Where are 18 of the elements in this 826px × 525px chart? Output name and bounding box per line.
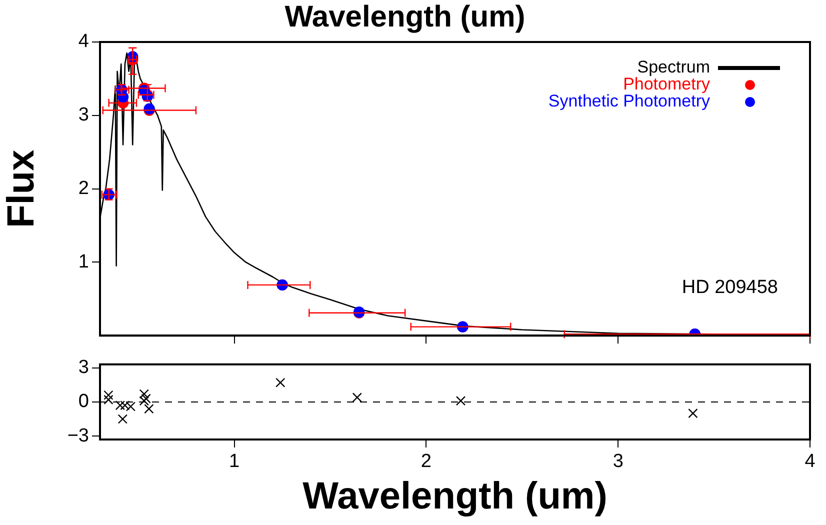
legend-label: Spectrum [637,58,710,77]
x-tick-label: 4 [804,451,816,472]
legend-label: Photometry [623,74,710,94]
annotation: HD 209458 [682,276,778,298]
y-axis-title: Flux [0,150,42,228]
y-tick-label: 1 [78,251,89,272]
y-tick-label: 0 [78,391,89,412]
chart-title: Wavelength (um) [284,0,526,34]
legend-label: Synthetic Photometry [548,92,710,111]
x-axis-title: Wavelength (um) [302,476,608,518]
y-tick-label: 3 [78,104,89,126]
x-tick-label: 2 [420,451,432,472]
x-tick-label: 3 [612,451,624,472]
y-tick-label: 2 [78,178,89,200]
y-tick-label: 4 [78,31,90,52]
x-tick-label: 1 [229,451,240,472]
y-tick-label: −3 [67,425,89,446]
y-tick-label: 3 [78,357,89,378]
